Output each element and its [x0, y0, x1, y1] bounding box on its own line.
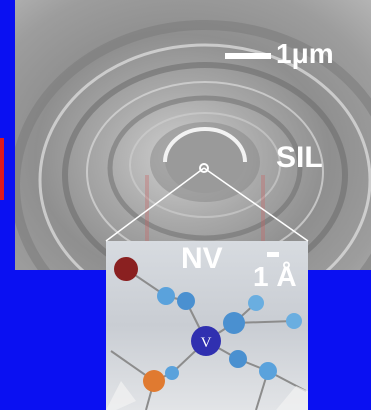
red-marker [0, 138, 4, 200]
carbon-atom-icon [229, 350, 247, 368]
scale-bar-angstrom [267, 252, 279, 257]
vacancy-label: V [201, 335, 212, 351]
impurity-atom-icon [143, 370, 165, 392]
carbon-atom-icon [177, 292, 195, 310]
vacancy-atom-icon [191, 326, 221, 356]
carbon-atom-icon [259, 362, 277, 380]
scale-label-micron: 1μm [276, 38, 334, 69]
scale-bar-micron [225, 53, 271, 59]
scale-label-angstrom: 1 Å [253, 261, 297, 292]
crystal-lattice-icon: V [106, 257, 308, 410]
nv-location-marker-icon [199, 163, 209, 173]
nv-center-inset: V [106, 241, 308, 410]
sem-microscope-image [15, 0, 371, 270]
nv-label: NV [181, 242, 223, 275]
carbon-atom-icon [157, 287, 175, 305]
nitrogen-atom-icon [114, 257, 138, 281]
carbon-atom-icon [165, 366, 179, 380]
sil-label: SIL [276, 141, 323, 174]
carbon-atom-icon [223, 312, 245, 334]
carbon-atom-icon [286, 313, 302, 329]
carbon-atom-icon [248, 295, 264, 311]
sem-lens-icon [15, 20, 371, 270]
